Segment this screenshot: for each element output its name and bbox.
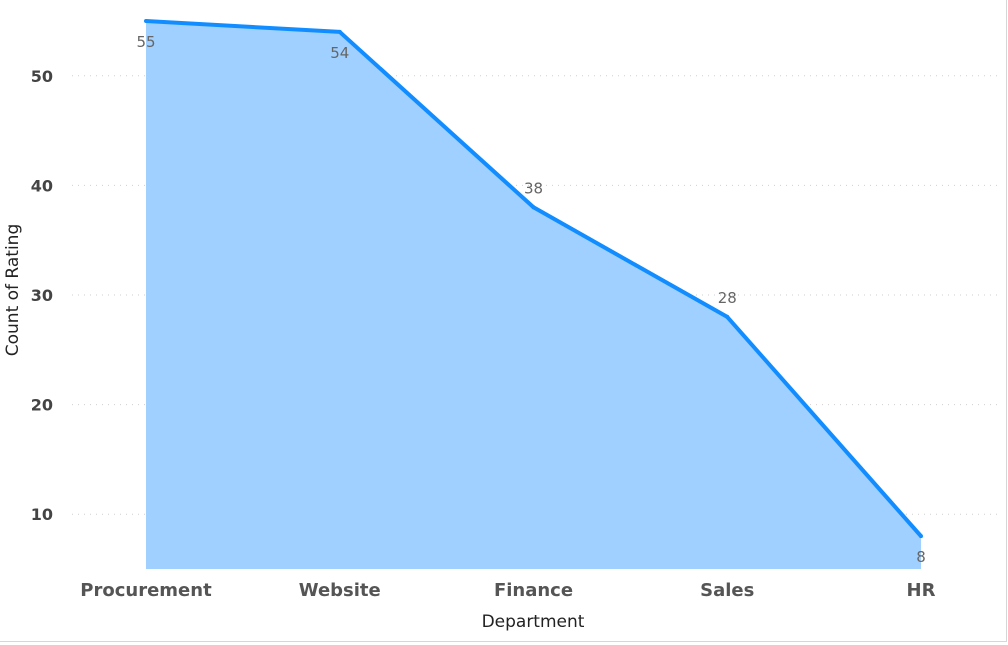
x-tick-label: Procurement (80, 580, 212, 601)
data-point (725, 314, 730, 319)
data-point (531, 205, 536, 210)
x-tick-label: Website (299, 580, 381, 601)
data-labels: 55 54 38 28 8 (136, 33, 925, 566)
data-label: 8 (916, 548, 926, 566)
data-label: 38 (524, 179, 543, 197)
x-axis-title: Department (482, 612, 585, 632)
y-axis-title: Count of Rating (3, 224, 23, 357)
y-tick-label: 50 (31, 67, 53, 86)
data-label: 28 (718, 289, 737, 307)
area-fill (146, 20, 921, 569)
data-label: 55 (136, 33, 155, 51)
x-axis-ticks: Procurement Website Finance Sales HR (80, 580, 935, 601)
data-point (337, 29, 342, 34)
data-point (919, 534, 923, 539)
y-tick-label: 10 (31, 505, 53, 524)
data-label: 54 (330, 44, 349, 62)
x-tick-label: Sales (700, 580, 754, 601)
x-tick-label: Finance (494, 580, 573, 601)
y-axis-ticks: 10 20 30 40 50 (31, 67, 53, 524)
area-layer (144, 18, 923, 569)
y-tick-label: 40 (31, 176, 53, 195)
y-tick-label: 20 (31, 396, 53, 415)
y-tick-label: 30 (31, 286, 53, 305)
data-point (144, 18, 148, 23)
x-tick-label: HR (907, 580, 936, 601)
